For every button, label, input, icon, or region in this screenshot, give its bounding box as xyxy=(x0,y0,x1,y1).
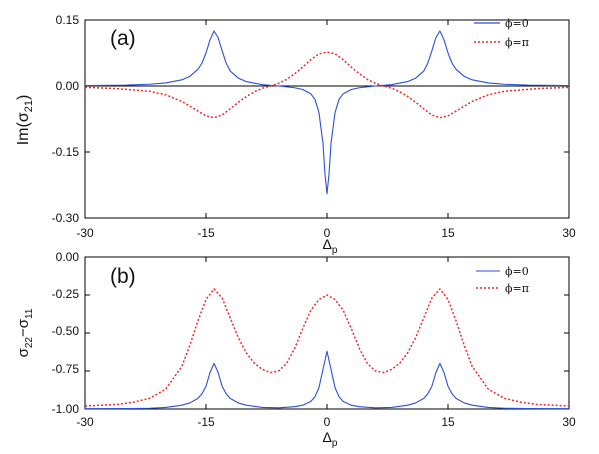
panel-a: 0.15 0.00 -0.15 -0.30 -30 -15 0 15 30 (a… xyxy=(15,13,576,256)
panel-a-xtick-label: -15 xyxy=(197,226,215,240)
panel-b-xtick-label: -15 xyxy=(197,415,215,429)
series-line-phi-0 xyxy=(84,30,570,195)
legend-label-phi-pi: ϕ=π xyxy=(505,36,529,49)
panel-b-ytick-labels: 0.00 -0.25 -0.50 -0.75 -1.00 xyxy=(52,250,80,416)
panel-a-ytick-label: 0.00 xyxy=(56,79,80,93)
panel-a-ytick-label: -0.15 xyxy=(52,145,80,159)
panel-a-xtick-label: -30 xyxy=(76,226,94,240)
panel-b-legend: ϕ=0 ϕ=π xyxy=(476,265,529,295)
panel-b-x-axis-label: Δp xyxy=(323,429,338,449)
legend-label-phi-0: ϕ=0 xyxy=(505,17,529,30)
panel-a-y-axis-label: Im(σ21) xyxy=(15,95,35,146)
panel-a-xtick-label: 0 xyxy=(324,226,331,240)
panel-b-xtick-labels: -30 -15 0 15 30 xyxy=(76,415,576,429)
panel-b-xtick-label: 15 xyxy=(441,415,455,429)
panel-b-ytick-label: -0.75 xyxy=(52,362,80,376)
panel-a-xtick-label: 30 xyxy=(562,226,576,240)
panel-b-xtick-label: -30 xyxy=(76,415,94,429)
legend-label-phi-pi: ϕ=π xyxy=(505,282,529,295)
panel-b-ytick-label: -1.00 xyxy=(52,402,80,416)
panel-b: 0.00 -0.25 -0.50 -0.75 -1.00 -30 -15 0 1… xyxy=(15,250,576,449)
series-line-phi-pi xyxy=(84,288,570,407)
series-line-phi-0 xyxy=(84,350,570,410)
legend-label-phi-0: ϕ=0 xyxy=(505,265,529,278)
panel-a-xtick-label: 15 xyxy=(441,226,455,240)
panel-b-ytick-label: -0.50 xyxy=(52,324,80,338)
panel-b-xtick-label: 30 xyxy=(562,415,576,429)
panel-b-ytick-label: 0.00 xyxy=(56,250,80,264)
panel-a-ytick-label: 0.15 xyxy=(56,13,80,27)
panel-a-x-axis-label: Δp xyxy=(323,236,338,256)
panel-a-xtick-labels: -30 -15 0 15 30 xyxy=(76,226,576,240)
panel-b-label: (b) xyxy=(110,265,136,288)
panel-a-ytick-label: -0.30 xyxy=(52,211,80,225)
panel-b-ytick-label: -0.25 xyxy=(52,287,80,301)
panel-b-y-axis-label: σ22−σ11 xyxy=(15,308,35,357)
panel-a-ytick-labels: 0.15 0.00 -0.15 -0.30 xyxy=(52,13,80,225)
panel-a-label: (a) xyxy=(110,27,136,50)
panel-b-xtick-label: 0 xyxy=(324,415,331,429)
